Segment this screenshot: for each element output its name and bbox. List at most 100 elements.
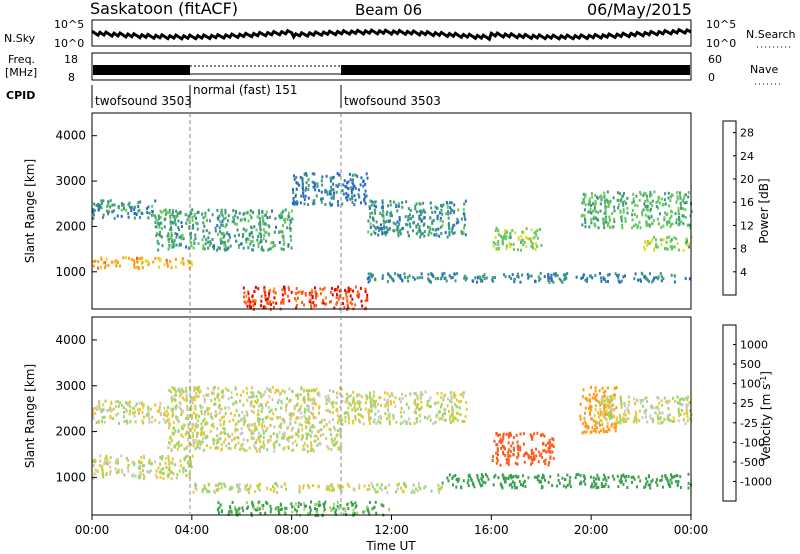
heatmap-cell: [676, 191, 679, 194]
heatmap-cell: [246, 413, 249, 417]
heatmap-cell: [343, 507, 346, 511]
heatmap-cell: [590, 405, 593, 409]
heatmap-cell: [190, 413, 193, 417]
heatmap-cell: [608, 272, 611, 276]
heatmap-cell: [140, 256, 143, 260]
heatmap-cell: [347, 187, 350, 191]
heatmap-cell: [224, 225, 227, 229]
heatmap-cell: [198, 446, 201, 450]
heatmap-cell: [586, 277, 589, 281]
heatmap-cell: [249, 300, 252, 304]
heatmap-cell: [301, 290, 304, 294]
heatmap-cell: [447, 479, 450, 483]
heatmap-cell: [649, 486, 652, 490]
heatmap-cell: [282, 301, 285, 305]
heatmap-cell: [607, 485, 610, 489]
heatmap-cell: [281, 401, 283, 405]
heatmap-cell: [337, 203, 340, 207]
heatmap-cell: [288, 223, 291, 227]
heatmap-cell: [594, 224, 597, 228]
heatmap-cell: [414, 207, 417, 211]
heatmap-cell: [294, 201, 297, 205]
heatmap-cell: [459, 393, 462, 397]
heatmap-cell: [679, 475, 682, 479]
heatmap-cell: [216, 248, 219, 252]
heatmap-cell: [619, 199, 622, 203]
heatmap-cell: [540, 486, 543, 490]
heatmap-cell: [414, 204, 417, 208]
heatmap-cell: [653, 235, 656, 239]
heatmap-cell: [683, 193, 686, 197]
heatmap-cell: [380, 503, 383, 507]
heatmap-cell: [218, 247, 221, 250]
heatmap-cell: [594, 386, 597, 390]
heatmap-cell: [655, 238, 657, 242]
heatmap-cell: [374, 200, 377, 204]
heatmap-cell: [358, 292, 361, 296]
heatmap-cell: [638, 198, 641, 202]
heatmap-cell: [341, 418, 343, 422]
heatmap-cell: [102, 408, 105, 412]
heatmap-cell: [253, 298, 256, 302]
heatmap-cell: [147, 261, 150, 265]
heatmap-cell: [258, 232, 261, 236]
heatmap-cell: [426, 400, 429, 403]
heatmap-cell: [313, 202, 316, 205]
heatmap-cell: [220, 208, 223, 212]
heatmap-cell: [537, 450, 540, 454]
heatmap-cell: [310, 306, 313, 310]
heatmap-cell: [405, 200, 408, 204]
heatmap-cell: [452, 419, 455, 422]
heatmap-cell: [534, 230, 537, 234]
heatmap-cell: [595, 430, 598, 434]
heatmap-cell: [163, 406, 166, 410]
heatmap-cell: [368, 500, 371, 504]
heatmap-cell: [586, 426, 589, 430]
heatmap-cell: [678, 414, 681, 418]
heatmap-cell: [507, 460, 510, 463]
heatmap-cell: [192, 490, 195, 494]
heatmap-cell: [565, 485, 568, 489]
heatmap-cell: [609, 225, 611, 229]
heatmap-cell: [214, 446, 217, 450]
heatmap-cell: [218, 226, 221, 230]
heatmap-cell: [169, 214, 172, 218]
heatmap-cell: [123, 207, 125, 211]
heatmap-cell: [185, 221, 188, 225]
heatmap-cell: [575, 473, 578, 477]
heatmap-cell: [224, 437, 227, 441]
heatmap-cell: [104, 399, 107, 403]
heatmap-cell: [216, 216, 219, 220]
colorbar-tick-label: 100: [740, 378, 761, 391]
heatmap-cell: [170, 470, 173, 474]
heatmap-cell: [373, 204, 376, 208]
heatmap-cell: [211, 238, 214, 241]
heatmap-cell: [92, 413, 95, 417]
heatmap-cell: [547, 273, 550, 277]
heatmap-cell: [374, 500, 377, 504]
heatmap-cell: [451, 231, 454, 235]
heatmap-cell: [429, 396, 432, 400]
heatmap-cell: [335, 190, 338, 194]
heatmap-cell: [526, 236, 529, 240]
heatmap-cell: [620, 198, 623, 201]
heatmap-cell: [452, 211, 455, 214]
heatmap-cell: [608, 416, 611, 420]
heatmap-cell: [565, 276, 568, 280]
heatmap-cell: [677, 209, 680, 212]
colorbar-tick-label: -1000: [740, 475, 772, 488]
heatmap-cell: [273, 296, 276, 300]
heatmap-cell: [113, 203, 116, 207]
heatmap-cell: [601, 482, 603, 486]
heatmap-cell: [543, 449, 546, 453]
heatmap-cell: [171, 239, 174, 243]
nsky-panel: N.Sky 10^5 10^0 10^5 10^0 N.Search: [4, 18, 796, 50]
heatmap-cell: [663, 198, 666, 202]
heatmap-cell: [689, 417, 691, 421]
heatmap-cell: [209, 429, 212, 433]
heatmap-cell: [280, 406, 283, 410]
heatmap-cell: [684, 396, 687, 400]
heatmap-cell: [262, 248, 265, 252]
heatmap-cell: [559, 278, 562, 282]
heatmap-cell: [259, 449, 261, 453]
